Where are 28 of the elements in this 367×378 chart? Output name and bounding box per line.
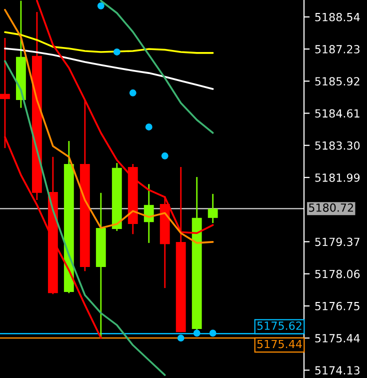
point xyxy=(97,2,104,10)
y-tick-label: 5176.75 xyxy=(315,302,360,310)
y-tick-label: 5174.13 xyxy=(315,366,360,375)
y-tick-label: 5188.54 xyxy=(315,12,360,22)
line-series xyxy=(4,8,214,244)
y-tick-label: 5183.30 xyxy=(315,141,360,150)
y-tick-label: 5184.61 xyxy=(315,109,360,118)
y-tick-label: 5187.23 xyxy=(315,45,360,54)
y-tick-label: 5181.99 xyxy=(315,173,360,182)
y-tick-label: 5178.06 xyxy=(315,270,360,278)
candlestick xyxy=(208,193,218,224)
point xyxy=(209,330,216,337)
point xyxy=(161,152,168,160)
point xyxy=(129,89,136,96)
point xyxy=(145,124,152,130)
y-tick-label: 5185.92 xyxy=(315,77,360,86)
line-series xyxy=(4,48,214,90)
line-series xyxy=(4,31,214,54)
line-series xyxy=(4,60,166,376)
point xyxy=(193,330,200,337)
point xyxy=(113,48,120,56)
ref-line-label: 5175.44 xyxy=(257,340,302,348)
ref-line-label: 5175.62 xyxy=(257,322,302,330)
y-tick-label: 5179.37 xyxy=(315,238,360,246)
y-tick-label: 5175.44 xyxy=(315,334,360,342)
ref-line-label: 5180.72 xyxy=(309,203,353,212)
point xyxy=(177,334,184,342)
line-series xyxy=(100,0,214,134)
